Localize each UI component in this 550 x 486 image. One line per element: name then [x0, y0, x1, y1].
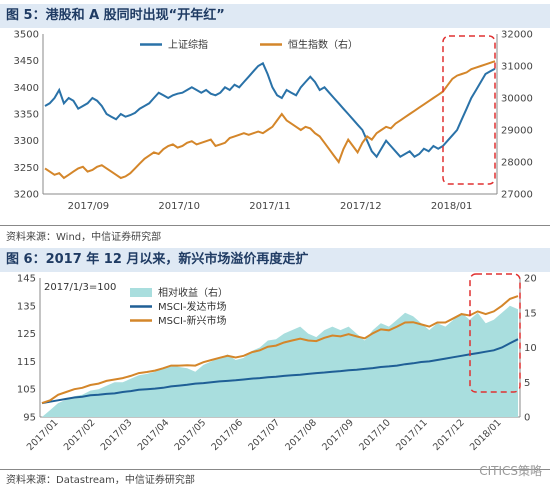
y-right-tick-label: 10	[524, 343, 537, 354]
y-left-tick-label: 105	[17, 385, 36, 396]
x-tick-label: 2017/12	[340, 201, 382, 212]
y-left-tick-label: 3450	[14, 56, 39, 67]
legend-label: 相对收益（右）	[158, 286, 228, 299]
x-tick-label: 2017/04	[136, 417, 172, 453]
figure2-title: 图 6：2017 年 12 月以来，新兴市场溢价再度走扩	[0, 248, 550, 272]
highlight-box	[442, 35, 496, 185]
legend-label: MSCI-新兴市场	[158, 314, 227, 327]
legend-label: 上证综指	[168, 38, 208, 51]
x-tick-label: 2017/09	[320, 417, 356, 453]
y-left-tick-label: 115	[17, 357, 36, 368]
x-tick-label: 2017/05	[173, 417, 209, 453]
figure1-title: 图 5：港股和 A 股同时出现“开年红”	[0, 4, 550, 28]
series-line--	[44, 61, 496, 159]
x-tick-label: 2017/10	[357, 417, 393, 453]
figure2-note: 2017/1/3=100	[44, 282, 116, 293]
y-left-tick-label: 125	[17, 329, 36, 340]
x-tick-label: 2018/01	[468, 417, 504, 453]
y-left-tick-label: 135	[17, 301, 36, 312]
x-tick-label: 2017/11	[394, 417, 430, 453]
y-right-tick-label: 31000	[501, 62, 533, 73]
series-line-msci-	[41, 295, 519, 405]
y-right-tick-label: 5	[524, 378, 530, 389]
y-right-tick-label: 32000	[501, 30, 533, 41]
x-tick-label: 2018/01	[431, 201, 473, 212]
x-tick-label: 2017/12	[431, 417, 467, 453]
x-tick-label: 2017/08	[283, 417, 319, 453]
y-left-tick-label: 95	[23, 413, 36, 424]
x-tick-label: 2017/06	[210, 417, 246, 453]
legend-label: 恒生指数（右）	[288, 38, 358, 51]
figure1-source: 资料来源：Wind，中信证券研究部	[6, 232, 162, 243]
y-left-tick-label: 3400	[14, 83, 39, 94]
y-right-tick-label: 27000	[501, 190, 533, 201]
y-left-tick-label: 3350	[14, 110, 39, 121]
series-line--	[44, 60, 496, 180]
x-tick-label: 2017/07	[246, 417, 282, 453]
y-left-tick-label: 3250	[14, 163, 39, 174]
x-tick-label: 2017/10	[158, 201, 200, 212]
figure1-chart: 3200 3250 3300 3350 3400 3450 3500 27000 28000 29…	[14, 30, 533, 213]
y-right-tick-label: 0	[524, 413, 530, 424]
x-tick-label: 2017/09	[68, 201, 110, 212]
y-left-tick-label: 3200	[14, 190, 39, 201]
y-left-tick-label: 3300	[14, 136, 39, 147]
watermark: CITICS策略	[479, 464, 542, 478]
figure1-rule	[0, 225, 550, 226]
y-right-tick-label: 28000	[501, 158, 533, 169]
legend-label: MSCI-发达市场	[158, 300, 227, 313]
x-tick-label: 2017/11	[249, 201, 291, 212]
legend-swatch	[130, 288, 152, 297]
y-right-tick-label: 20	[524, 274, 537, 285]
figure2-source: 资料来源：Datastream，中信证券研究部	[6, 475, 195, 486]
y-right-tick-label: 29000	[501, 126, 533, 137]
figure2-rule	[0, 469, 550, 470]
y-right-tick-label: 15	[524, 308, 537, 319]
x-tick-label: 2017/03	[99, 417, 135, 453]
y-left-tick-label: 3500	[14, 30, 39, 41]
series-area-relative-return	[42, 305, 518, 417]
x-tick-label: 2017/02	[62, 417, 98, 453]
series-line-msci-	[41, 338, 519, 405]
y-left-tick-label: 145	[17, 274, 36, 285]
highlight-box	[469, 273, 521, 393]
y-right-tick-label: 30000	[501, 94, 533, 105]
